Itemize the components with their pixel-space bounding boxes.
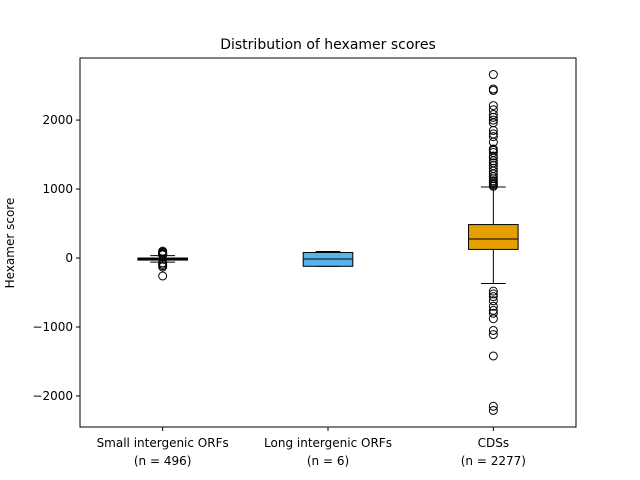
- outlier-point: [488, 325, 498, 335]
- outlier-point: [488, 132, 498, 142]
- y-tick-label: −2000: [32, 389, 73, 403]
- outlier-point: [488, 101, 498, 111]
- outlier-point: [488, 286, 498, 296]
- outlier-point: [488, 296, 498, 306]
- outlier-point: [488, 115, 498, 125]
- y-tick-label: 0: [65, 251, 73, 265]
- y-tick-label: 2000: [42, 113, 73, 127]
- x-tick-label: CDSs: [478, 436, 510, 450]
- outlier-point: [488, 289, 498, 299]
- y-tick-label: −1000: [32, 320, 73, 334]
- x-tick-label: Small intergenic ORFs: [97, 436, 229, 450]
- outlier-point: [158, 262, 168, 272]
- outlier-point: [488, 112, 498, 122]
- axes-frame: [79, 57, 577, 428]
- outlier-point: [488, 351, 498, 361]
- outlier-point: [488, 85, 498, 95]
- outlier-point: [488, 401, 498, 411]
- plot-area: −2000 −1000 0 1000 2000 Small intergenic ORFs…: [32, 70, 526, 468]
- outlier-point: [488, 181, 498, 191]
- chart-title: Distribution of hexamer scores: [220, 37, 436, 53]
- x-tick-sublabel: (n = 496): [134, 454, 192, 468]
- outlier-point: [488, 330, 498, 340]
- x-tick-sublabel: (n = 2277): [461, 454, 526, 468]
- outlier-point: [488, 292, 498, 302]
- outlier-point: [488, 301, 498, 311]
- x-tick-label: Long intergenic ORFs: [264, 436, 392, 450]
- outlier-point: [488, 308, 498, 318]
- outlier-point: [488, 405, 498, 415]
- outlier-point: [488, 70, 498, 80]
- outlier-point: [488, 125, 498, 135]
- outlier-point: [488, 151, 498, 161]
- outlier-point: [488, 314, 498, 324]
- y-tick-label: 1000: [42, 182, 73, 196]
- outlier-point: [158, 271, 168, 281]
- x-tick-sublabel: (n = 6): [307, 454, 349, 468]
- box-iqr: [468, 224, 519, 250]
- y-axis-label: Hexamer score: [3, 198, 17, 289]
